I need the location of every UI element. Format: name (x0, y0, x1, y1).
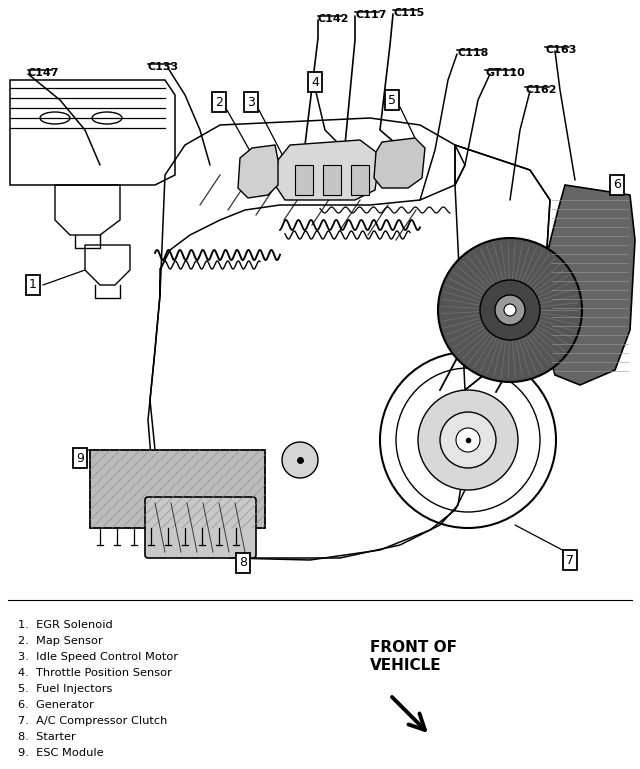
Text: 4.  Throttle Position Sensor: 4. Throttle Position Sensor (18, 668, 172, 678)
Text: C163: C163 (545, 45, 577, 55)
Text: 6.  Generator: 6. Generator (18, 700, 94, 710)
Polygon shape (238, 145, 278, 198)
Text: 5.  Fuel Injectors: 5. Fuel Injectors (18, 684, 113, 694)
Circle shape (438, 238, 582, 382)
Text: C133: C133 (148, 62, 179, 72)
Text: 6: 6 (613, 178, 621, 191)
Text: 3.  Idle Speed Control Motor: 3. Idle Speed Control Motor (18, 652, 178, 662)
Text: C147: C147 (28, 68, 60, 78)
FancyBboxPatch shape (90, 450, 266, 528)
Circle shape (282, 442, 318, 478)
Text: C118: C118 (457, 48, 488, 58)
Circle shape (456, 428, 480, 452)
Text: 1.  EGR Solenoid: 1. EGR Solenoid (18, 620, 113, 630)
Text: 7: 7 (566, 554, 574, 567)
Circle shape (495, 295, 525, 325)
Circle shape (418, 390, 518, 490)
Text: 8: 8 (239, 557, 247, 570)
Circle shape (440, 412, 496, 468)
Text: 8.  Starter: 8. Starter (18, 732, 76, 742)
FancyBboxPatch shape (145, 497, 256, 558)
Text: C115: C115 (393, 8, 424, 18)
FancyBboxPatch shape (351, 165, 369, 195)
Text: 3: 3 (247, 95, 255, 108)
Text: 5: 5 (388, 94, 396, 106)
Text: 2: 2 (215, 95, 223, 108)
Polygon shape (374, 138, 425, 188)
Text: C117: C117 (355, 10, 387, 20)
Circle shape (504, 304, 516, 316)
Circle shape (480, 280, 540, 340)
FancyBboxPatch shape (294, 165, 314, 195)
FancyBboxPatch shape (323, 165, 341, 195)
Text: 4: 4 (311, 75, 319, 88)
Text: 1: 1 (29, 278, 37, 291)
Text: C162: C162 (525, 85, 557, 95)
Text: C142: C142 (318, 14, 349, 24)
Polygon shape (275, 140, 380, 200)
Text: VEHICLE: VEHICLE (370, 658, 442, 673)
Text: FRONT OF: FRONT OF (370, 640, 457, 655)
Text: GT110: GT110 (485, 68, 525, 78)
Text: 2.  Map Sensor: 2. Map Sensor (18, 636, 103, 646)
Text: 7.  A/C Compressor Clutch: 7. A/C Compressor Clutch (18, 716, 168, 726)
Text: 9.  ESC Module: 9. ESC Module (18, 748, 104, 758)
Polygon shape (545, 185, 635, 385)
Text: 9: 9 (76, 451, 84, 464)
